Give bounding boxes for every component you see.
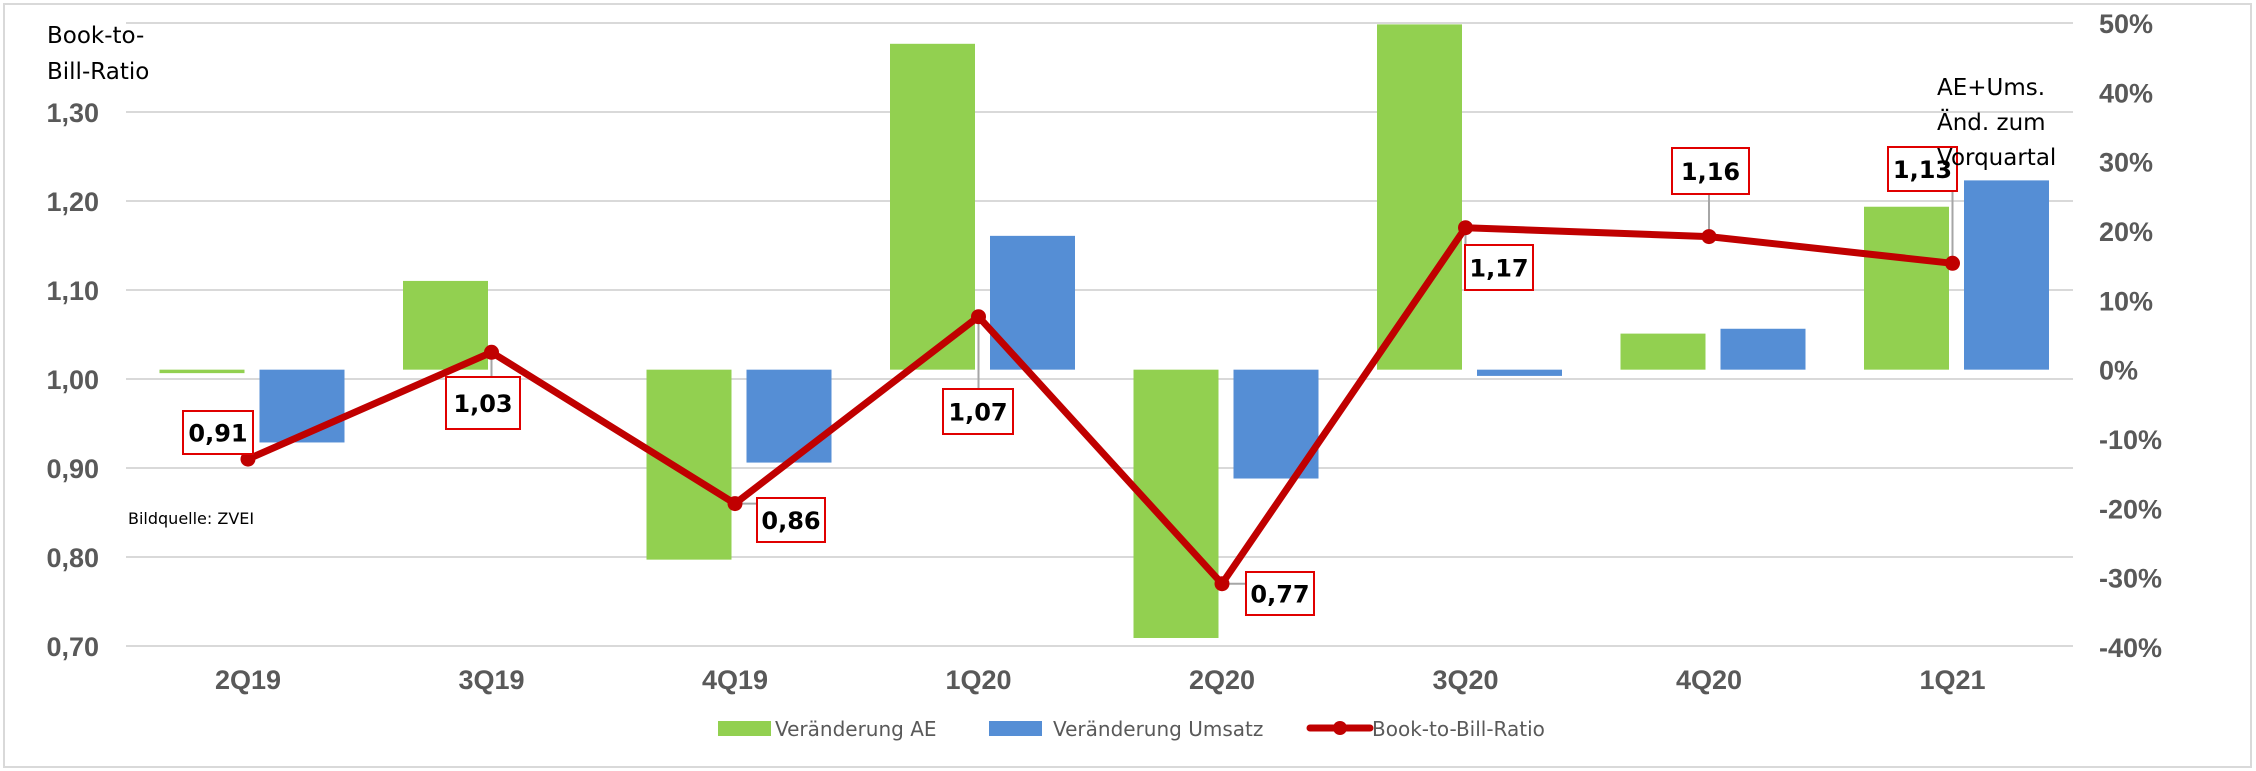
legend-label-umsatz: Veränderung Umsatz [1053, 717, 1263, 741]
data-label-value: 0,91 [188, 420, 247, 448]
bar-veraenderung-ae[interactable] [1620, 333, 1706, 370]
bar-veraenderung-ae[interactable] [159, 369, 245, 374]
right-axis-title-line1: AE+Ums. [1937, 75, 2045, 101]
bar-veraenderung-umsatz[interactable] [746, 369, 832, 463]
right-axis-tick: 0% [2099, 356, 2138, 386]
bar-veraenderung-umsatz[interactable] [1477, 369, 1562, 376]
right-axis-title-line3: Vorquartal [1937, 145, 2056, 171]
line-marker[interactable] [727, 496, 743, 512]
left-axis-tick: 1,30 [46, 98, 99, 128]
left-axis-tick: 0,80 [46, 543, 99, 573]
line-marker[interactable] [1701, 229, 1717, 245]
bar-veraenderung-ae[interactable] [890, 43, 975, 370]
legend-marker-red [1333, 721, 1347, 735]
data-label-box [182, 410, 254, 455]
legend-item-veraenderung-ae[interactable]: Veränderung AE [718, 717, 937, 741]
data-label-box [1464, 244, 1534, 291]
right-axis-tick: -30% [2099, 564, 2162, 594]
x-axis-tick: 4Q20 [1676, 665, 1742, 695]
legend-item-veraenderung-umsatz[interactable]: Veränderung Umsatz [989, 717, 1263, 741]
x-axis-tick: 3Q20 [1432, 665, 1498, 695]
left-axis-ticks: 1,30 1,20 1,10 1,00 0,90 0,80 0,70 [46, 98, 99, 662]
book-to-bill-line [240, 220, 1960, 592]
right-axis-tick: 20% [2099, 217, 2153, 247]
line-marker[interactable] [1945, 255, 1960, 271]
left-axis-tick: 1,00 [46, 365, 99, 395]
x-axis-tick: 2Q20 [1189, 665, 1255, 695]
data-label-box [445, 376, 521, 430]
image-source-annotation: Bildquelle: ZVEI [128, 509, 254, 528]
bar-veraenderung-ae[interactable] [1377, 24, 1462, 370]
right-axis-tick: -20% [2099, 494, 2162, 524]
legend-swatch-blue [989, 721, 1042, 736]
line-marker[interactable] [971, 309, 986, 325]
right-axis-tick: 40% [2099, 78, 2153, 108]
right-axis-ticks: 50% 40% 30% 20% 10% 0% -10% -20% -30% -40% [2099, 9, 2162, 663]
data-label-value: 1,03 [453, 390, 512, 418]
data-label-value: 1,16 [1681, 158, 1740, 186]
x-axis-tick: 1Q20 [945, 665, 1011, 695]
left-axis-title-line2: Bill-Ratio [47, 59, 149, 85]
legend-swatch-green [718, 721, 771, 736]
bar-series [159, 24, 2049, 638]
bar-veraenderung-umsatz[interactable] [259, 369, 345, 443]
bar-veraenderung-umsatz[interactable] [990, 235, 1075, 370]
data-label-box [1245, 571, 1315, 616]
right-axis-tick: 30% [2099, 148, 2153, 178]
legend-item-book-to-bill[interactable]: Book-to-Bill-Ratio [1306, 717, 1545, 741]
x-axis-tick: 1Q21 [1919, 665, 1985, 695]
x-axis-tick: 4Q19 [702, 665, 768, 695]
chart-frame [3, 3, 2252, 768]
legend-label-book-to-bill: Book-to-Bill-Ratio [1372, 717, 1545, 741]
right-axis-tick: 10% [2099, 286, 2153, 316]
line-marker[interactable] [1458, 220, 1473, 236]
data-label-box [1887, 146, 1958, 192]
bar-veraenderung-umsatz[interactable] [1964, 180, 2049, 370]
bar-veraenderung-ae[interactable] [646, 369, 732, 560]
line-marker[interactable] [240, 451, 256, 467]
data-label-value: 0,77 [1250, 581, 1309, 609]
data-label-box [1671, 147, 1750, 195]
data-label-value: 0,86 [761, 507, 820, 535]
book-to-bill-polyline [246, 224, 1953, 588]
left-axis-tick: 0,70 [46, 632, 99, 662]
right-axis-tick: -10% [2099, 425, 2162, 455]
right-axis-title-line2: Änd. zum [1937, 108, 2046, 136]
x-axis-tick: 2Q19 [215, 665, 281, 695]
line-marker[interactable] [484, 344, 499, 360]
right-axis-tick: -40% [2099, 633, 2162, 663]
data-label-value: 1,07 [948, 399, 1007, 427]
data-label-box [756, 497, 826, 543]
left-axis-title-line1: Book-to- [47, 23, 144, 49]
right-axis-tick: 50% [2099, 9, 2153, 39]
data-label-box [942, 388, 1014, 435]
data-label-value: 1,13 [1893, 156, 1952, 184]
data-label-value: 1,17 [1469, 255, 1528, 283]
left-axis-tick: 0,90 [46, 454, 99, 484]
bar-veraenderung-ae[interactable] [403, 280, 488, 370]
data-labels: 0,91 1,03 0,86 1,07 0,77 1,17 1,16 1,13 [182, 146, 1958, 616]
left-axis-tick: 1,20 [46, 187, 99, 217]
x-axis-tick: 3Q19 [458, 665, 524, 695]
legend-label-ae: Veränderung AE [775, 717, 937, 741]
left-axis-tick: 1,10 [46, 276, 99, 306]
legend: Veränderung AE Veränderung Umsatz Book-t… [718, 717, 1545, 741]
line-marker[interactable] [1214, 576, 1230, 592]
x-axis-ticks: 2Q19 3Q19 4Q19 1Q20 2Q20 3Q20 4Q20 1Q21 [215, 665, 1986, 695]
bar-veraenderung-umsatz[interactable] [1720, 328, 1806, 370]
bar-veraenderung-ae[interactable] [1864, 206, 1949, 370]
